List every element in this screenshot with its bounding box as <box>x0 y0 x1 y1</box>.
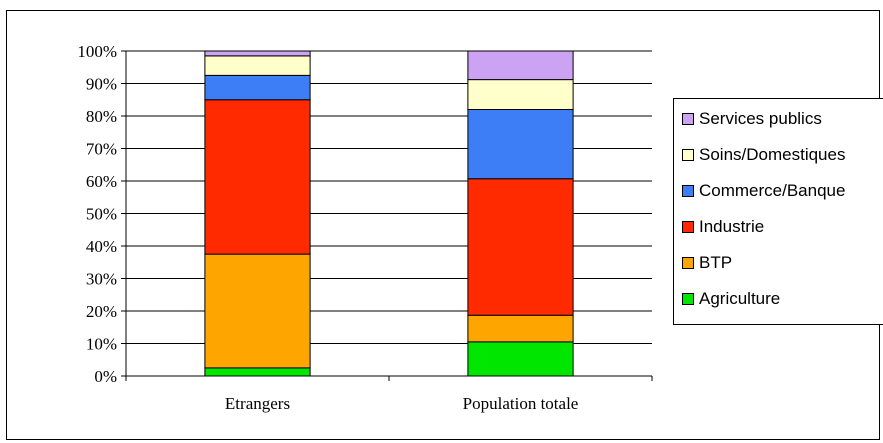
legend-label: Soins/Domestiques <box>699 145 846 164</box>
legend-swatch <box>682 113 694 125</box>
bar-segment-soins-domestiques <box>204 55 311 76</box>
legend-label: Agriculture <box>699 289 781 308</box>
bar-segment-agriculture <box>204 367 311 377</box>
y-tick-label: 100% <box>77 42 117 61</box>
legend-item: BTP <box>682 252 732 274</box>
y-tick-label: 0% <box>94 367 117 386</box>
legend-item: Services publics <box>682 108 822 130</box>
legend-label: Industrie <box>699 217 765 236</box>
bar-segment-btp <box>204 253 311 369</box>
legend-label: BTP <box>699 253 733 272</box>
legend-item: Soins/Domestiques <box>682 144 845 166</box>
y-tick-label: 40% <box>86 237 117 256</box>
bars <box>204 50 574 377</box>
legend-label: Commerce/Banque <box>699 181 846 200</box>
bar-segment-commerce-banque <box>467 109 574 180</box>
bar-segment-btp <box>467 314 574 343</box>
bar-segment-industrie <box>467 178 574 316</box>
bar-segment-agriculture <box>467 341 574 377</box>
legend-swatch <box>682 149 694 161</box>
legend-item: Agriculture <box>682 288 780 310</box>
y-tick-label: 90% <box>86 75 117 94</box>
x-category-label: Population totale <box>463 394 579 413</box>
bar-segment-soins-domestiques <box>467 79 574 110</box>
legend-swatch <box>682 221 694 233</box>
y-tick-label: 10% <box>86 335 117 354</box>
stacked-bar-chart: 0% 10% 20% 30% 40% 50% 60% 70% 80% 90% 100% Etrange… <box>77 42 653 413</box>
legend-swatch <box>682 185 694 197</box>
axes: 0% 10% 20% 30% 40% 50% 60% 70% 80% 90% 100% Etrange… <box>77 42 653 413</box>
y-tick-label: 30% <box>86 270 117 289</box>
legend: Services publics Soins/Domestiques Commerc… <box>673 98 883 325</box>
bar-segment-commerce-banque <box>204 74 311 101</box>
bar-segment-services-publics <box>204 50 311 57</box>
legend-swatch <box>682 293 694 305</box>
legend-item: Commerce/Banque <box>682 180 845 202</box>
y-tick-label: 20% <box>86 302 117 321</box>
bar-segment-services-publics <box>467 50 574 81</box>
x-category-label: Etrangers <box>225 394 290 413</box>
legend-swatch <box>682 257 694 269</box>
bar-segment-industrie <box>204 99 311 255</box>
y-tick-label: 70% <box>86 140 117 159</box>
y-tick-label: 80% <box>86 107 117 126</box>
y-tick-label: 60% <box>86 172 117 191</box>
legend-item: Industrie <box>682 216 764 238</box>
legend-label: Services publics <box>699 109 822 128</box>
y-tick-label: 50% <box>86 205 117 224</box>
